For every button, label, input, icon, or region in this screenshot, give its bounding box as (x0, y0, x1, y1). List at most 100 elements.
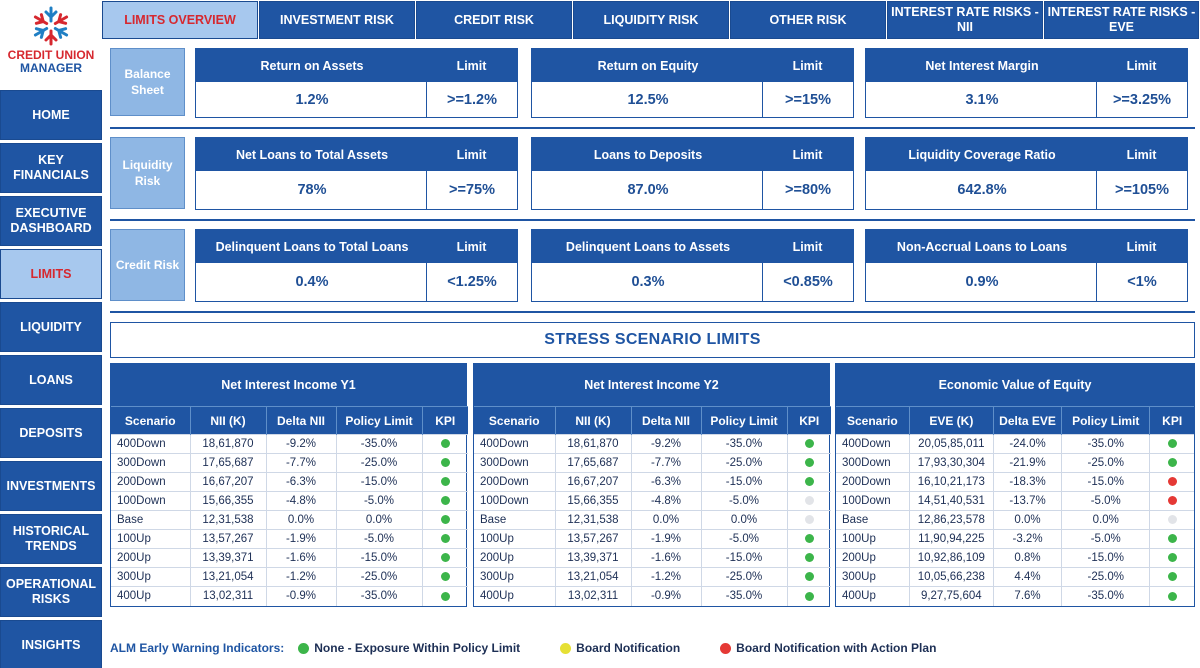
cell-limit: -25.0% (700, 567, 787, 587)
nav-executive-dashboard[interactable]: EXECUTIVE DASHBOARD (0, 196, 102, 246)
cell-kpi (1149, 434, 1194, 454)
cell-limit: -35.0% (700, 434, 787, 454)
table-row: 200Down 16,67,207 -6.3% -15.0% (474, 472, 831, 492)
table-row: 400Up 9,27,75,604 7.6% -35.0% (836, 586, 1194, 606)
cell-delta: 0.0% (992, 510, 1062, 530)
cell-limit: -5.0% (1061, 529, 1150, 549)
cell-scenario: 300Up (474, 567, 555, 587)
column-header: Scenario (111, 406, 190, 435)
table-row: 300Down 17,65,687 -7.7% -25.0% (111, 453, 468, 473)
cell-scenario: 200Down (111, 472, 190, 492)
cell-value: 11,90,94,225 (908, 529, 994, 549)
stress-table-nii-y2: Net Interest Income Y2 Scenario NII (K) De… (473, 363, 831, 607)
cell-scenario: 200Down (836, 472, 910, 492)
column-header: NII (K) (554, 406, 631, 435)
cell-value: 16,10,21,173 (908, 472, 994, 492)
stress-table-grid: Scenario NII (K) Delta NII Policy Limit KPI … (474, 406, 831, 606)
cell-kpi (786, 491, 831, 511)
cell-scenario: 200Up (111, 548, 190, 568)
table-row: 100Up 13,57,267 -1.9% -5.0% (111, 529, 468, 549)
cell-value: 12,86,23,578 (908, 510, 994, 530)
cell-value: 13,21,054 (189, 567, 266, 587)
kpi-card-limit-value: <0.85% (762, 263, 853, 301)
row-separator (110, 311, 1195, 313)
tab-liquidity-risk[interactable]: LIQUIDITY RISK (573, 1, 729, 39)
column-header: Delta NII (265, 406, 336, 435)
cell-delta: -24.0% (992, 434, 1062, 454)
cell-limit: -25.0% (1061, 567, 1150, 587)
cell-kpi (786, 586, 831, 606)
cell-kpi (1149, 491, 1194, 511)
kpi-status-dot-icon (440, 515, 450, 525)
kpi-status-dot-icon (804, 496, 814, 506)
column-header: Policy Limit (700, 406, 787, 435)
tab-credit-risk[interactable]: CREDIT RISK (416, 1, 572, 39)
kpi-status-dot-icon (804, 591, 814, 601)
table-row: Base 12,31,538 0.0% 0.0% (111, 510, 468, 530)
nav-investments[interactable]: INVESTMENTS (0, 461, 102, 511)
table-row: 300Down 17,93,30,304 -21.9% -25.0% (836, 453, 1194, 473)
cell-value: 13,57,267 (554, 529, 631, 549)
nav-historical-trends[interactable]: HISTORICAL TRENDS (0, 514, 102, 564)
cell-delta: 4.4% (992, 567, 1062, 587)
cell-limit: -5.0% (335, 529, 422, 549)
kpi-card-limit-header: Limit (456, 147, 487, 162)
cell-scenario: 200Up (474, 548, 555, 568)
column-header: KPI (421, 406, 468, 435)
legend-item-none: None - Exposure Within Policy Limit (298, 641, 520, 655)
nav-key-financials[interactable]: KEY FINANCIALS (0, 143, 102, 193)
nav-deposits[interactable]: DEPOSITS (0, 408, 102, 458)
stress-table-title: Net Interest Income Y2 (474, 364, 829, 406)
cell-kpi (786, 548, 831, 568)
nav-limits[interactable]: LIMITS (0, 249, 102, 299)
tab-limits-overview[interactable]: LIMITS OVERVIEW (102, 1, 258, 39)
tab-other-risk[interactable]: OTHER RISK (730, 1, 886, 39)
nav-operational-risks[interactable]: OPERATIONAL RISKS (0, 567, 102, 617)
kpi-card-value: 0.4% (295, 274, 329, 290)
cell-scenario: 300Down (474, 453, 555, 473)
brand-line-1: CREDIT UNION (7, 48, 95, 62)
cell-value: 13,02,311 (189, 586, 266, 606)
column-header: KPI (786, 406, 831, 435)
table-row: 400Down 20,05,85,011 -24.0% -35.0% (836, 434, 1194, 454)
kpi-status-dot-icon (804, 458, 814, 468)
cell-delta: 0.0% (265, 510, 336, 530)
kpi-card-value: 3.1% (965, 91, 999, 108)
tab-investment-risk[interactable]: INVESTMENT RISK (259, 1, 415, 39)
cell-value: 17,65,687 (189, 453, 266, 473)
cell-scenario: 100Down (836, 491, 910, 511)
kpi-status-dot-icon (440, 553, 450, 563)
cell-kpi (421, 453, 468, 473)
table-row: 200Up 13,39,371 -1.6% -15.0% (474, 548, 831, 568)
cell-value: 13,57,267 (189, 529, 266, 549)
kpi-status-dot-icon (1167, 534, 1177, 544)
table-row: 300Down 17,65,687 -7.7% -25.0% (474, 453, 831, 473)
cell-scenario: 100Down (474, 491, 555, 511)
cell-scenario: 300Up (111, 567, 190, 587)
cell-delta: 0.8% (992, 548, 1062, 568)
tab-interest-rate-risks-nii[interactable]: INTEREST RATE RISKS - NII (887, 1, 1043, 39)
cell-delta: -7.7% (265, 453, 336, 473)
kpi-status-dot-icon (440, 477, 450, 487)
legend-item-board-notification: Board Notification (560, 641, 680, 655)
table-row: Base 12,31,538 0.0% 0.0% (474, 510, 831, 530)
nav-home[interactable]: HOME (0, 90, 102, 140)
nav-insights[interactable]: INSIGHTS (0, 620, 102, 668)
cell-kpi (1149, 510, 1194, 530)
kpi-status-dot-icon (1167, 515, 1177, 525)
cell-value: 20,05,85,011 (908, 434, 994, 454)
cell-limit: -15.0% (335, 548, 422, 568)
row-separator (110, 219, 1195, 221)
legend-label: None - Exposure Within Policy Limit (314, 641, 521, 655)
kpi-card-value: 1.2% (295, 91, 329, 108)
nav-loans[interactable]: LOANS (0, 355, 102, 405)
red-dot-icon (720, 642, 732, 654)
cell-kpi (1149, 586, 1194, 606)
cell-kpi (1149, 548, 1194, 568)
tab-interest-rate-risks-eve[interactable]: INTEREST RATE RISKS - EVE (1044, 1, 1199, 39)
kpi-status-dot-icon (1167, 439, 1177, 449)
row-label-credit-risk: Credit Risk (110, 229, 185, 301)
nav-liquidity[interactable]: LIQUIDITY (0, 302, 102, 352)
kpi-status-dot-icon (440, 534, 450, 544)
cell-limit: -35.0% (700, 586, 787, 606)
